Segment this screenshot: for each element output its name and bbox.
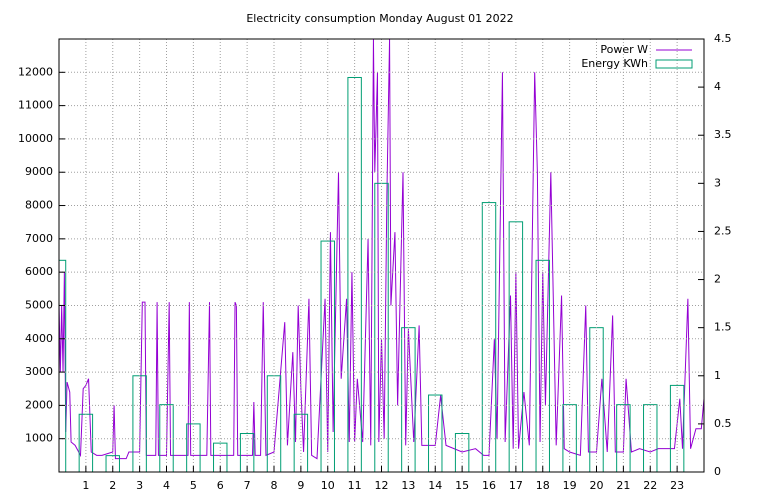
y2-tick-label: 0.5 [714,417,732,430]
bar [481,202,497,472]
x-tick-label: 18 [536,479,550,492]
y-tick-label: 8000 [25,199,53,212]
legend-swatch [655,59,693,69]
bar [347,76,362,472]
legend-label: Power W [600,43,648,56]
x-tick-label: 5 [190,479,197,492]
y-tick-label: 1000 [25,432,53,445]
y2-tick-label: 2 [714,273,721,286]
x-tick-label: 7 [244,479,251,492]
y-tick-label: 6000 [25,265,53,278]
y2-tick-label: 4 [714,80,721,93]
y-tick-label: 2000 [25,398,53,411]
x-tick-label: 20 [590,479,604,492]
x-tick-label: 9 [297,479,304,492]
bar [59,259,67,472]
y2-tick-label: 3.5 [714,128,732,141]
plot-area [59,39,704,472]
bar [320,240,335,472]
x-tick-label: 21 [616,479,630,492]
y-tick-label: 7000 [25,232,53,245]
y-tick-label: 5000 [25,298,53,311]
y2-tick-label: 2.5 [714,224,732,237]
y2-tick-label: 1.5 [714,321,732,334]
x-tick-label: 2 [109,479,116,492]
x-tick-label: 15 [455,479,469,492]
x-tick-label: 12 [375,479,389,492]
bar [508,221,524,472]
x-tick-label: 11 [348,479,362,492]
y2-tick-label: 0 [714,465,721,478]
legend-label: Energy KWh [581,57,648,70]
x-tick-label: 6 [217,479,224,492]
x-tick-label: 19 [563,479,577,492]
y-tick-label: 3000 [25,365,53,378]
x-tick-label: 17 [509,479,523,492]
y-tick-label: 9000 [25,165,53,178]
y-tick-label: 10000 [18,132,53,145]
plot-border [58,38,705,473]
x-tick-label: 1 [82,479,89,492]
x-tick-label: 14 [428,479,442,492]
power-line [59,39,704,460]
x-tick-label: 22 [643,479,657,492]
x-tick-label: 23 [670,479,684,492]
x-tick-label: 16 [482,479,496,492]
x-tick-label: 4 [163,479,170,492]
y-tick-label: 4000 [25,332,53,345]
y-tick-label: 11000 [18,99,53,112]
y2-tick-label: 4.5 [714,32,732,45]
x-tick-label: 13 [401,479,415,492]
y2-tick-label: 3 [714,176,721,189]
x-tick-label: 3 [136,479,143,492]
y2-tick-label: 1 [714,369,721,382]
chart-title: Electricity consumption Monday August 01… [246,12,513,25]
bar [428,394,443,472]
x-tick-label: 8 [271,479,278,492]
y-tick-label: 12000 [18,65,53,78]
x-tick-label: 10 [321,479,335,492]
